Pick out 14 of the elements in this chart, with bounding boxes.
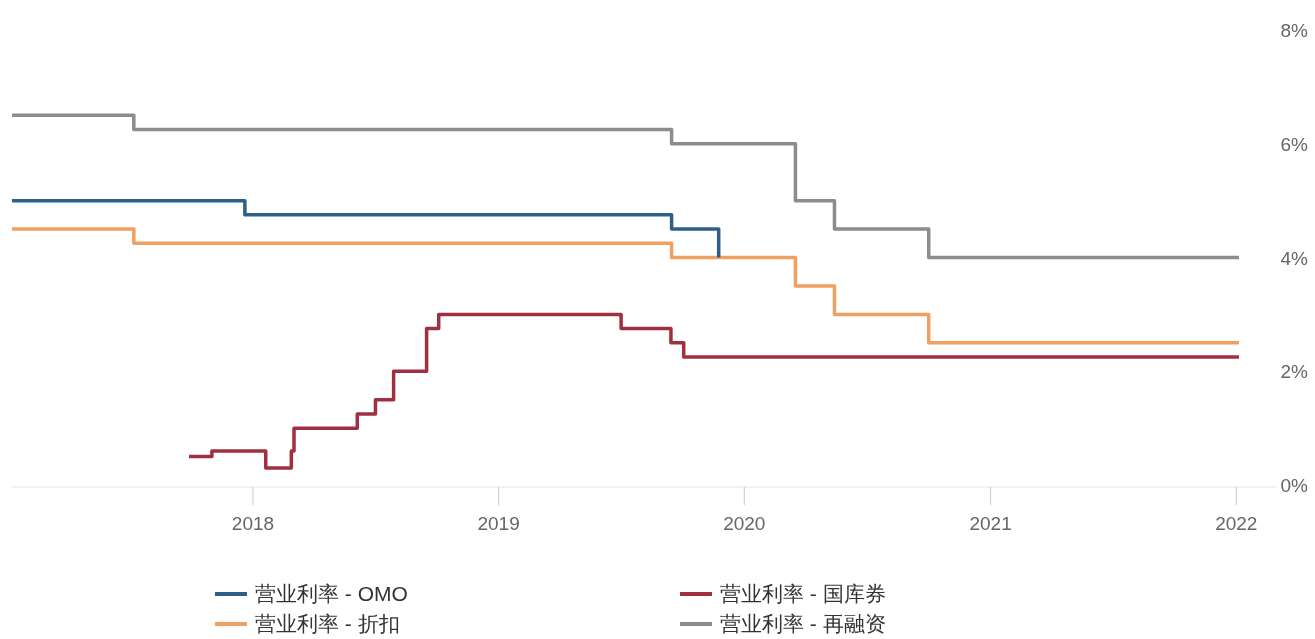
x-tick-label: 2019 bbox=[477, 513, 520, 534]
x-tick-label: 2022 bbox=[1215, 513, 1258, 534]
legend-label: 营业利率 - 再融资 bbox=[720, 612, 886, 635]
legend-label: 营业利率 - 折扣 bbox=[255, 612, 400, 635]
y-tick-label: 6% bbox=[1280, 133, 1309, 155]
y-tick-label: 2% bbox=[1280, 361, 1309, 383]
x-tick-label: 2021 bbox=[969, 513, 1012, 534]
x-tick-label: 2020 bbox=[723, 513, 766, 534]
legend-label: 营业利率 - OMO bbox=[255, 582, 408, 605]
y-tick-label: 8% bbox=[1280, 20, 1309, 41]
y-tick-label: 4% bbox=[1280, 247, 1309, 269]
legend-label: 营业利率 - 国库券 bbox=[720, 582, 886, 605]
x-tick-label: 2018 bbox=[231, 513, 275, 534]
y-tick-label: 0% bbox=[1280, 475, 1309, 496]
